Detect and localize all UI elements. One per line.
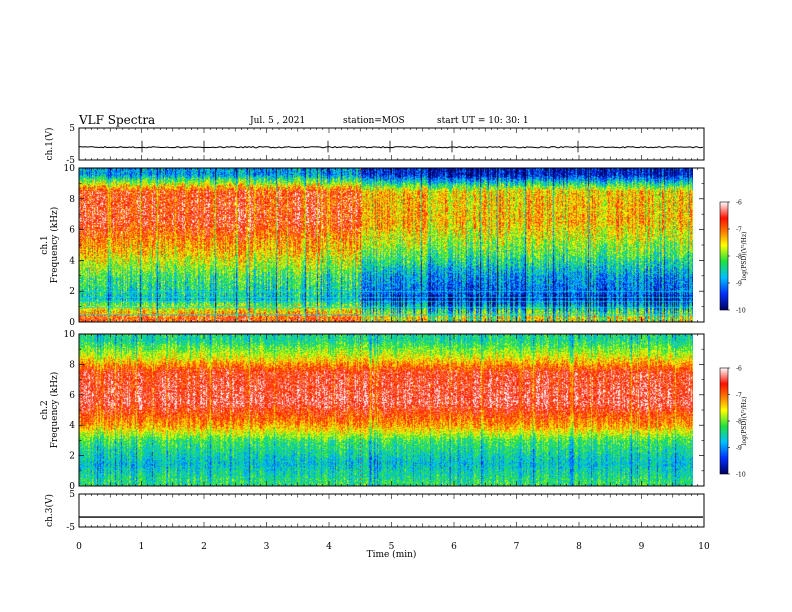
- x-tick-label: 8: [576, 542, 582, 552]
- station-label: station=MOS: [343, 116, 405, 126]
- x-tick-label: 3: [264, 542, 270, 552]
- ch2-spectrogram-image: [79, 334, 693, 486]
- start-time-label: start UT = 10: 30: 1: [437, 116, 529, 126]
- colorbar-tick-label: -10: [736, 308, 746, 315]
- y-axis-label: ch.1: [40, 235, 50, 254]
- y-tick-label: 8: [69, 360, 75, 370]
- x-tick-label: 1: [139, 542, 145, 552]
- colorbar-tick-label: -6: [736, 200, 742, 207]
- y-tick-label: 10: [64, 330, 76, 340]
- y-axis-label: ch.2: [40, 400, 50, 419]
- y-tick-label: -5: [66, 523, 75, 533]
- colorbar-label: log(PSD)(V²/Hz): [741, 397, 748, 446]
- y-tick-label: 4: [69, 421, 75, 431]
- x-tick-label: 5: [389, 542, 395, 552]
- y-tick-label: 5: [69, 490, 75, 500]
- ch1-waveform-trace: [78, 146, 704, 149]
- colorbar-tick-label: -9: [736, 445, 742, 452]
- y-tick-label: 2: [69, 287, 75, 297]
- observation-date: Jul. 5 , 2021: [250, 116, 306, 126]
- x-tick-label: 0: [76, 542, 82, 552]
- colorbar-label: log(PSD)(V²/Hz): [741, 232, 748, 281]
- y-axis-label: Frequency (kHz): [49, 207, 60, 284]
- y-tick-label: 0: [69, 482, 75, 492]
- x-axis-label: Time (min): [367, 549, 417, 560]
- y-tick-label: 8: [69, 195, 75, 205]
- x-tick-label: 2: [201, 542, 207, 552]
- figure-title: VLF Spectra: [79, 113, 156, 127]
- x-tick-label: 10: [698, 542, 710, 552]
- x-tick-label: 7: [514, 542, 520, 552]
- colorbar-tick-label: -7: [736, 227, 742, 234]
- y-tick-label: 0: [69, 318, 75, 328]
- colorbar-tick-label: -10: [736, 472, 746, 479]
- colorbar-2: [719, 367, 729, 475]
- y-tick-label: -5: [66, 156, 75, 166]
- y-tick-label: 10: [64, 164, 76, 174]
- x-tick-label: 4: [326, 542, 332, 552]
- y-axis-label: ch.1(V): [44, 128, 55, 161]
- colorbar-1: [719, 201, 729, 311]
- x-tick-label: 6: [451, 542, 457, 552]
- y-tick-label: 6: [69, 391, 75, 401]
- y-tick-label: 4: [69, 256, 75, 266]
- ch1-spectrogram-image: [79, 168, 693, 322]
- y-tick-label: 5: [69, 124, 75, 134]
- colorbar-tick-label: -7: [736, 392, 742, 399]
- colorbar-tick-label: -8: [736, 419, 742, 426]
- y-tick-label: 6: [69, 226, 75, 236]
- x-tick-label: 9: [639, 542, 645, 552]
- colorbar-tick-label: -9: [736, 281, 742, 288]
- y-axis-label: Frequency (kHz): [49, 372, 60, 449]
- y-tick-label: 2: [69, 452, 75, 462]
- y-axis-label: ch.3(V): [44, 494, 55, 527]
- colorbar-tick-label: -6: [736, 366, 742, 373]
- colorbar-tick-label: -8: [736, 254, 742, 261]
